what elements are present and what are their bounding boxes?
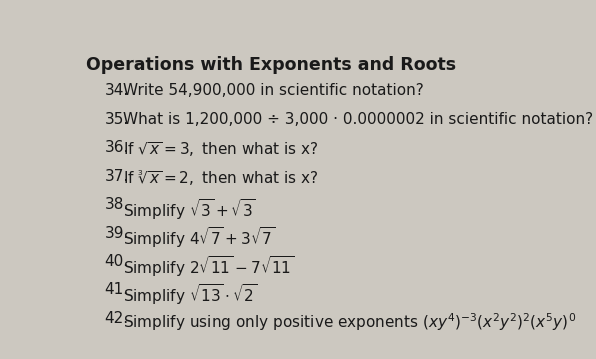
Text: 42.: 42. bbox=[104, 311, 129, 326]
Text: Write 54,900,000 in scientific notation?: Write 54,900,000 in scientific notation? bbox=[123, 83, 424, 98]
Text: $\mathrm{Simplify\ using\ only\ positive\ exponents\ } (xy^4)^{-3}(x^2y^2)^2(x^5: $\mathrm{Simplify\ using\ only\ positive… bbox=[123, 311, 576, 333]
Text: $\mathrm{Simplify}\ 4\sqrt{7} + 3\sqrt{7}$: $\mathrm{Simplify}\ 4\sqrt{7} + 3\sqrt{7… bbox=[123, 225, 275, 251]
Text: 40.: 40. bbox=[104, 254, 129, 269]
Text: 36.: 36. bbox=[104, 140, 129, 155]
Text: 41.: 41. bbox=[104, 283, 129, 298]
Text: 34.: 34. bbox=[104, 83, 129, 98]
Text: 37.: 37. bbox=[104, 169, 129, 183]
Text: $\mathrm{Simplify}\ 2\sqrt{11} - 7\sqrt{11}$: $\mathrm{Simplify}\ 2\sqrt{11} - 7\sqrt{… bbox=[123, 254, 294, 279]
Text: 39.: 39. bbox=[104, 225, 129, 241]
Text: What is 1,200,000 ÷ 3,000 · 0.0000002 in scientific notation?: What is 1,200,000 ÷ 3,000 · 0.0000002 in… bbox=[123, 112, 593, 127]
Text: Operations with Exponents and Roots: Operations with Exponents and Roots bbox=[86, 56, 456, 74]
Text: $\mathrm{If}\ \sqrt{x} = 3,\ \mathrm{then\ what\ is\ x?}$: $\mathrm{If}\ \sqrt{x} = 3,\ \mathrm{the… bbox=[123, 140, 319, 159]
Text: $\mathrm{Simplify}\ \sqrt{13} \cdot \sqrt{2}$: $\mathrm{Simplify}\ \sqrt{13} \cdot \sqr… bbox=[123, 283, 257, 307]
Text: $\mathrm{If}\ \sqrt[3]{x} = 2,\ \mathrm{then\ what\ is\ x?}$: $\mathrm{If}\ \sqrt[3]{x} = 2,\ \mathrm{… bbox=[123, 169, 319, 188]
Text: 35.: 35. bbox=[104, 112, 129, 127]
Text: $\mathrm{Simplify}\ \sqrt{3} + \sqrt{3}$: $\mathrm{Simplify}\ \sqrt{3} + \sqrt{3}$ bbox=[123, 197, 256, 222]
Text: 38.: 38. bbox=[104, 197, 129, 212]
